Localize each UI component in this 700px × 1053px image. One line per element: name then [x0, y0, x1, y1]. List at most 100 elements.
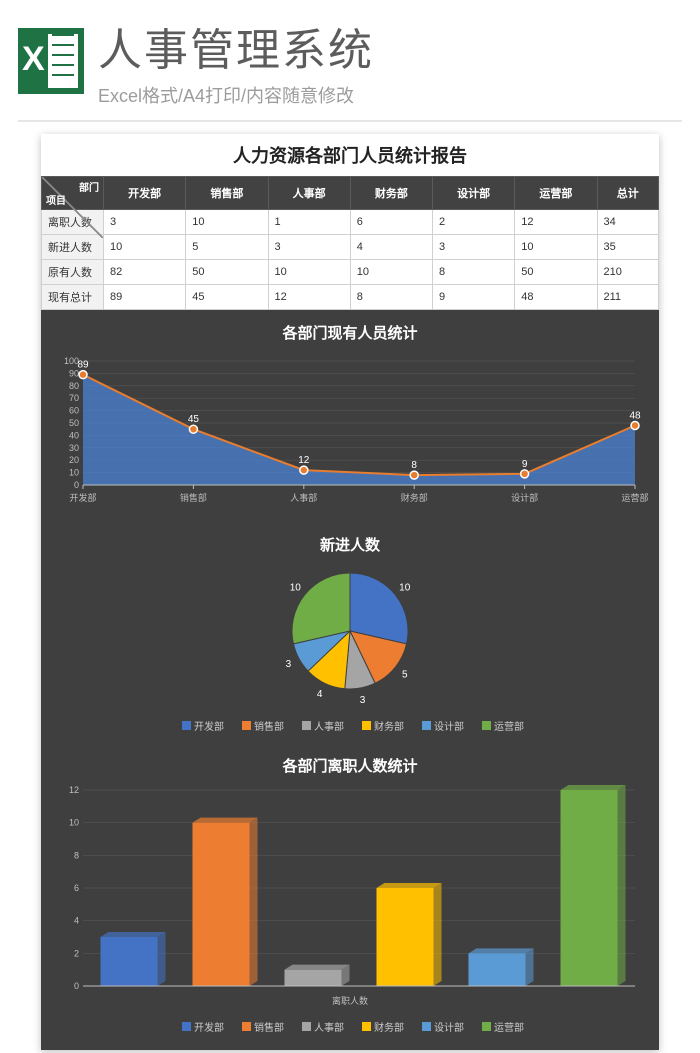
- svg-text:12: 12: [69, 785, 79, 795]
- svg-text:10: 10: [69, 468, 79, 478]
- table-cell: 10: [350, 260, 432, 285]
- svg-text:10: 10: [399, 582, 411, 593]
- table-col-header: 开发部: [104, 177, 186, 210]
- table-col-header: 人事部: [268, 177, 350, 210]
- table-cell: 45: [186, 285, 268, 310]
- table-corner: 部门项目: [42, 177, 104, 210]
- legend-item: 销售部: [236, 718, 284, 733]
- table-cell: 3: [433, 235, 515, 260]
- svg-text:3: 3: [360, 695, 366, 706]
- page-title: 人事管理系统: [98, 14, 682, 78]
- legend-item: 开发部: [176, 1019, 224, 1034]
- svg-text:5: 5: [402, 670, 408, 681]
- svg-text:50: 50: [69, 418, 79, 428]
- table-cell: 10: [104, 235, 186, 260]
- svg-text:20: 20: [69, 455, 79, 465]
- pie-chart-title: 新进人数: [51, 528, 649, 559]
- svg-text:48: 48: [629, 410, 641, 421]
- page-header: X 人事管理系统 Excel格式/A4打印/内容随意修改: [0, 0, 700, 114]
- table-col-header: 总计: [597, 177, 659, 210]
- table-cell: 82: [104, 260, 186, 285]
- svg-text:6: 6: [74, 883, 79, 893]
- svg-text:40: 40: [69, 430, 79, 440]
- svg-text:0: 0: [74, 981, 79, 991]
- area-chart-title: 各部门现有人员统计: [51, 316, 649, 347]
- report-sheet: 人力资源各部门人员统计报告 部门项目开发部销售部人事部财务部设计部运营部总计 离…: [41, 134, 659, 1050]
- svg-text:80: 80: [69, 381, 79, 391]
- svg-text:60: 60: [69, 406, 79, 416]
- svg-text:89: 89: [77, 360, 89, 371]
- table-row: 离职人数3101621234: [42, 210, 659, 235]
- table-cell: 50: [515, 260, 597, 285]
- table-cell: 4: [350, 235, 432, 260]
- svg-text:开发部: 开发部: [69, 492, 96, 503]
- legend-item: 开发部: [176, 718, 224, 733]
- svg-text:财务部: 财务部: [401, 492, 428, 503]
- table-cell: 50: [186, 260, 268, 285]
- table-cell: 5: [186, 235, 268, 260]
- svg-text:运营部: 运营部: [621, 492, 648, 503]
- table-col-header: 运营部: [515, 177, 597, 210]
- table-cell: 8: [350, 285, 432, 310]
- divider: [18, 120, 682, 122]
- table-col-header: 设计部: [433, 177, 515, 210]
- svg-text:3: 3: [286, 659, 292, 670]
- table-cell: 8: [433, 260, 515, 285]
- report-title: 人力资源各部门人员统计报告: [41, 134, 659, 176]
- table-row: 原有人数82501010850210: [42, 260, 659, 285]
- table-cell: 89: [104, 285, 186, 310]
- table-cell: 10: [515, 235, 597, 260]
- table-cell: 9: [433, 285, 515, 310]
- legend-item: 销售部: [236, 1019, 284, 1034]
- pie-chart-panel: 新进人数 10 5 3 4 3 10 开发部销售部人事部财务部设计部运营部: [41, 522, 659, 743]
- svg-text:销售部: 销售部: [180, 492, 207, 503]
- area-chart-panel: 各部门现有人员统计 010203040506070809010089451289…: [41, 310, 659, 522]
- bar-chart-title: 各部门离职人数统计: [51, 749, 649, 780]
- data-table: 部门项目开发部销售部人事部财务部设计部运营部总计 离职人数3101621234新…: [41, 176, 659, 310]
- table-cell: 12: [268, 285, 350, 310]
- table-row: 新进人数1053431035: [42, 235, 659, 260]
- table-cell: 35: [597, 235, 659, 260]
- svg-text:8: 8: [74, 850, 79, 860]
- svg-text:12: 12: [298, 455, 310, 466]
- table-row-header: 新进人数: [42, 235, 104, 260]
- bar-legend: 开发部销售部人事部财务部设计部运营部: [51, 1015, 649, 1034]
- table-cell: 211: [597, 285, 659, 310]
- pie-chart: 10 5 3 4 3 10: [51, 559, 649, 709]
- table-cell: 34: [597, 210, 659, 235]
- svg-text:8: 8: [411, 460, 417, 471]
- svg-text:10: 10: [290, 582, 302, 593]
- svg-text:30: 30: [69, 443, 79, 453]
- table-row: 现有总计8945128948211: [42, 285, 659, 310]
- svg-text:9: 9: [522, 459, 528, 470]
- legend-item: 人事部: [296, 718, 344, 733]
- svg-text:4: 4: [317, 689, 323, 700]
- bar-chart-panel: 各部门离职人数统计 024681012离职人数 开发部销售部人事部财务部设计部运…: [41, 743, 659, 1050]
- legend-item: 设计部: [416, 718, 464, 733]
- svg-text:4: 4: [74, 916, 79, 926]
- legend-item: 运营部: [476, 718, 524, 733]
- table-row-header: 原有人数: [42, 260, 104, 285]
- table-cell: 2: [433, 210, 515, 235]
- table-cell: 12: [515, 210, 597, 235]
- svg-text:45: 45: [188, 414, 200, 425]
- svg-text:人事部: 人事部: [290, 492, 317, 503]
- svg-text:70: 70: [69, 393, 79, 403]
- table-cell: 3: [104, 210, 186, 235]
- table-cell: 6: [350, 210, 432, 235]
- legend-item: 运营部: [476, 1019, 524, 1034]
- table-col-header: 财务部: [350, 177, 432, 210]
- svg-text:0: 0: [74, 480, 79, 490]
- legend-item: 财务部: [356, 718, 404, 733]
- pie-legend: 开发部销售部人事部财务部设计部运营部: [51, 714, 649, 733]
- table-col-header: 销售部: [186, 177, 268, 210]
- table-row-header: 现有总计: [42, 285, 104, 310]
- table-cell: 48: [515, 285, 597, 310]
- page-subtitle: Excel格式/A4打印/内容随意修改: [98, 82, 682, 108]
- table-cell: 210: [597, 260, 659, 285]
- bar-chart: 024681012离职人数: [51, 780, 649, 1010]
- svg-text:2: 2: [74, 948, 79, 958]
- table-cell: 1: [268, 210, 350, 235]
- legend-item: 人事部: [296, 1019, 344, 1034]
- table-cell: 3: [268, 235, 350, 260]
